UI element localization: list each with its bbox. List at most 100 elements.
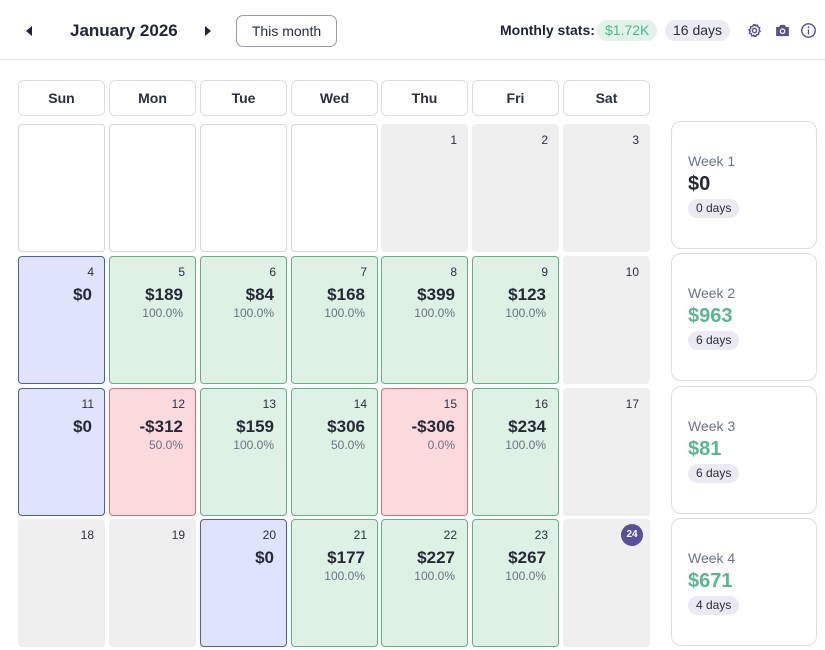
day-cell[interactable]: 20 $0 (200, 519, 287, 647)
day-pnl: $399 (417, 285, 455, 304)
day-cell[interactable] (291, 124, 378, 252)
day-cell[interactable]: 6 $84 100.0% (200, 256, 287, 384)
day-cell[interactable]: 14 $306 50.0% (291, 388, 378, 516)
info-button[interactable] (800, 22, 817, 39)
day-cell[interactable]: 15 -$306 0.0% (381, 388, 468, 516)
day-number: 8 (450, 265, 457, 279)
prev-month-button[interactable] (21, 22, 37, 40)
monthly-stats-label: Monthly stats: (500, 22, 595, 38)
weekday-header-sat: Sat (563, 80, 650, 116)
info-circle-icon (801, 23, 816, 38)
week-pnl: $671 (688, 570, 733, 592)
day-cell[interactable] (18, 124, 105, 252)
weekday-header-wed: Wed (291, 80, 378, 116)
day-cell[interactable]: 2 (472, 124, 559, 252)
day-win-rate: 100.0% (414, 306, 455, 320)
day-cell[interactable]: 10 (563, 256, 650, 384)
calendar-header: January 2026 This month Monthly stats: $… (0, 0, 825, 60)
day-pnl: $189 (145, 285, 183, 304)
day-cell[interactable]: 16 $234 100.0% (472, 388, 559, 516)
week-pnl: $0 (688, 173, 711, 195)
day-number: 6 (269, 265, 276, 279)
weekday-header-sun: Sun (18, 80, 105, 116)
week-days-badge: 6 days (688, 464, 740, 483)
caret-right-icon (205, 26, 211, 36)
week-summary-card: Week 3 $81 6 days (671, 386, 817, 514)
day-win-rate: 100.0% (142, 306, 183, 320)
day-cell[interactable]: 9 $123 100.0% (472, 256, 559, 384)
day-cell[interactable]: 13 $159 100.0% (200, 388, 287, 516)
day-pnl: $0 (73, 285, 92, 304)
week-label: Week 3 (688, 418, 736, 434)
day-pnl: $0 (73, 417, 92, 436)
day-number: 23 (534, 528, 548, 542)
day-cell[interactable]: 1 (381, 124, 468, 252)
day-number: 11 (81, 397, 94, 411)
day-cell[interactable]: 18 (18, 519, 105, 647)
day-cell[interactable]: 17 (563, 388, 650, 516)
day-cell[interactable] (109, 124, 196, 252)
day-cell[interactable]: 3 (563, 124, 650, 252)
day-pnl: $0 (255, 548, 274, 567)
day-number: 4 (87, 265, 94, 279)
day-cell[interactable]: 7 $168 100.0% (291, 256, 378, 384)
day-pnl: $306 (327, 417, 365, 436)
day-number: 12 (171, 397, 185, 411)
week-summary-card: Week 1 $0 0 days (671, 121, 817, 249)
day-number: 16 (534, 397, 548, 411)
week-days-badge: 0 days (688, 199, 740, 218)
day-cell[interactable]: 12 -$312 50.0% (109, 388, 196, 516)
day-cell[interactable]: 5 $189 100.0% (109, 256, 196, 384)
day-number: 13 (262, 397, 276, 411)
day-cell[interactable]: 4 $0 (18, 256, 105, 384)
monthly-stats-amount-badge: $1.72K (597, 20, 658, 41)
day-number: 18 (80, 528, 94, 542)
day-number: 21 (353, 528, 367, 542)
day-number: 3 (632, 133, 639, 147)
day-pnl: -$306 (411, 417, 455, 436)
day-win-rate: 100.0% (505, 306, 546, 320)
day-number: 7 (360, 265, 367, 279)
weekday-header-tue: Tue (200, 80, 287, 116)
day-win-rate: 100.0% (505, 569, 546, 583)
day-cell[interactable]: 21 $177 100.0% (291, 519, 378, 647)
day-win-rate: 0.0% (427, 438, 455, 452)
month-title: January 2026 (70, 21, 178, 40)
week-label: Week 2 (688, 285, 736, 301)
day-number: 9 (541, 265, 548, 279)
this-month-button[interactable]: This month (236, 15, 337, 47)
next-month-button[interactable] (200, 22, 216, 40)
weekday-header-mon: Mon (109, 80, 196, 116)
day-cell[interactable]: 22 $227 100.0% (381, 519, 468, 647)
day-win-rate: 100.0% (324, 569, 365, 583)
camera-icon (776, 24, 789, 37)
week-summary-card: Week 2 $963 6 days (671, 253, 817, 381)
caret-left-icon (26, 26, 32, 36)
day-cell[interactable]: 23 $267 100.0% (472, 519, 559, 647)
day-pnl: $84 (245, 285, 274, 304)
day-pnl: $177 (327, 548, 365, 567)
screenshot-button[interactable] (774, 22, 791, 39)
day-number: 15 (443, 397, 457, 411)
week-pnl: $81 (688, 438, 722, 460)
day-cell-today[interactable]: 24 (563, 519, 650, 647)
day-pnl: $227 (417, 548, 455, 567)
day-number: 5 (178, 265, 185, 279)
day-number: 2 (541, 133, 548, 147)
day-pnl: $159 (236, 417, 274, 436)
monthly-stats-days-badge: 16 days (665, 20, 731, 41)
day-number: 22 (443, 528, 457, 542)
day-cell[interactable] (200, 124, 287, 252)
weekday-header-thu: Thu (381, 80, 468, 116)
day-number: 20 (262, 528, 276, 542)
day-pnl: -$312 (139, 417, 183, 436)
gear-icon (748, 23, 762, 38)
day-win-rate: 50.0% (330, 438, 365, 452)
day-cell[interactable]: 11 $0 (18, 388, 105, 516)
day-cell[interactable]: 19 (109, 519, 196, 647)
day-cell[interactable]: 8 $399 100.0% (381, 256, 468, 384)
day-win-rate: 100.0% (233, 438, 274, 452)
day-win-rate: 100.0% (505, 438, 546, 452)
day-pnl: $234 (508, 417, 546, 436)
settings-button[interactable] (746, 22, 763, 39)
